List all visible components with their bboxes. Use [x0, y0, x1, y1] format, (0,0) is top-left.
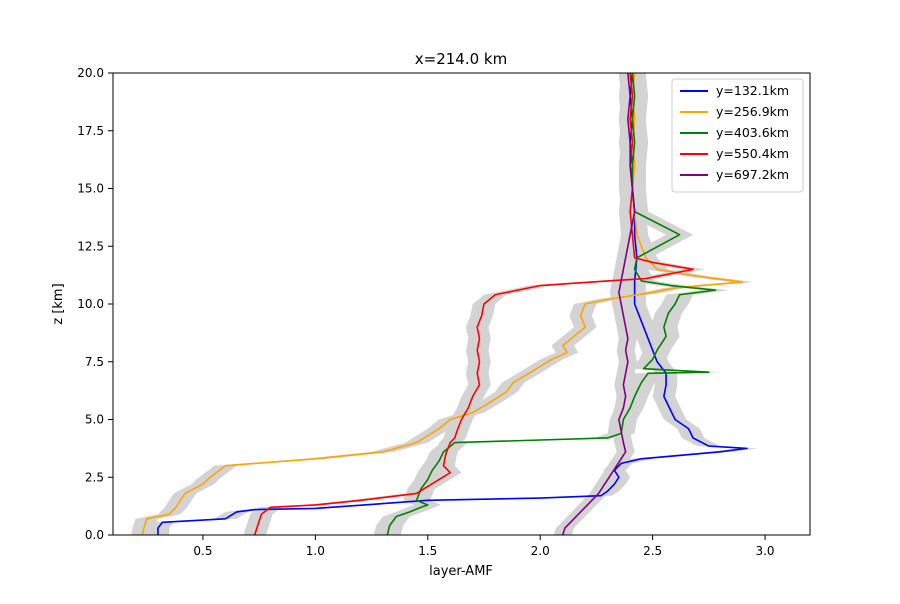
legend-label: y=550.4km — [716, 146, 789, 161]
legend-label: y=132.1km — [716, 83, 789, 98]
y-tick-label: 12.5 — [77, 239, 104, 253]
y-tick-label: 15.0 — [77, 182, 104, 196]
y-tick-label: 0.0 — [85, 528, 104, 542]
x-tick-label: 2.0 — [531, 544, 550, 558]
y-tick-label: 2.5 — [85, 470, 104, 484]
series-line — [561, 73, 636, 535]
x-tick-label: 2.5 — [643, 544, 662, 558]
x-tick-label: 3.0 — [755, 544, 774, 558]
series-line — [141, 73, 744, 535]
y-axis: 0.0 2.5 5.0 7.5 10.0 12.5 15.0 17.5 20.0 — [77, 66, 113, 542]
y-tick-label: 7.5 — [85, 355, 104, 369]
uncertainty-band — [146, 73, 759, 535]
y-tick-label: 20.0 — [77, 66, 104, 80]
x-axis-label: layer-AMF — [429, 564, 493, 579]
series-line — [253, 73, 694, 535]
x-tick-label: 1.0 — [306, 544, 325, 558]
legend-label: y=256.9km — [716, 104, 789, 119]
uncertainty-band — [553, 73, 644, 535]
x-tick-label: 1.5 — [418, 544, 437, 558]
legend: y=132.1km y=256.9km y=403.6km y=550.4km y=69… — [671, 78, 804, 193]
legend-label: y=403.6km — [716, 125, 789, 140]
y-tick-label: 10.0 — [77, 297, 104, 311]
series-line — [157, 73, 748, 535]
legend-box — [671, 78, 804, 193]
uncertainty-band — [243, 73, 705, 535]
legend-label: y=697.2km — [716, 167, 789, 182]
chart-title: x=214.0 km — [415, 50, 507, 68]
x-axis: 0.5 1.0 1.5 2.0 2.5 3.0 — [193, 535, 775, 558]
y-tick-label: 17.5 — [77, 124, 104, 138]
y-tick-label: 5.0 — [85, 413, 104, 427]
x-tick-label: 0.5 — [193, 544, 212, 558]
y-axis-label: z [km] — [51, 283, 66, 324]
series-lines — [141, 73, 748, 535]
